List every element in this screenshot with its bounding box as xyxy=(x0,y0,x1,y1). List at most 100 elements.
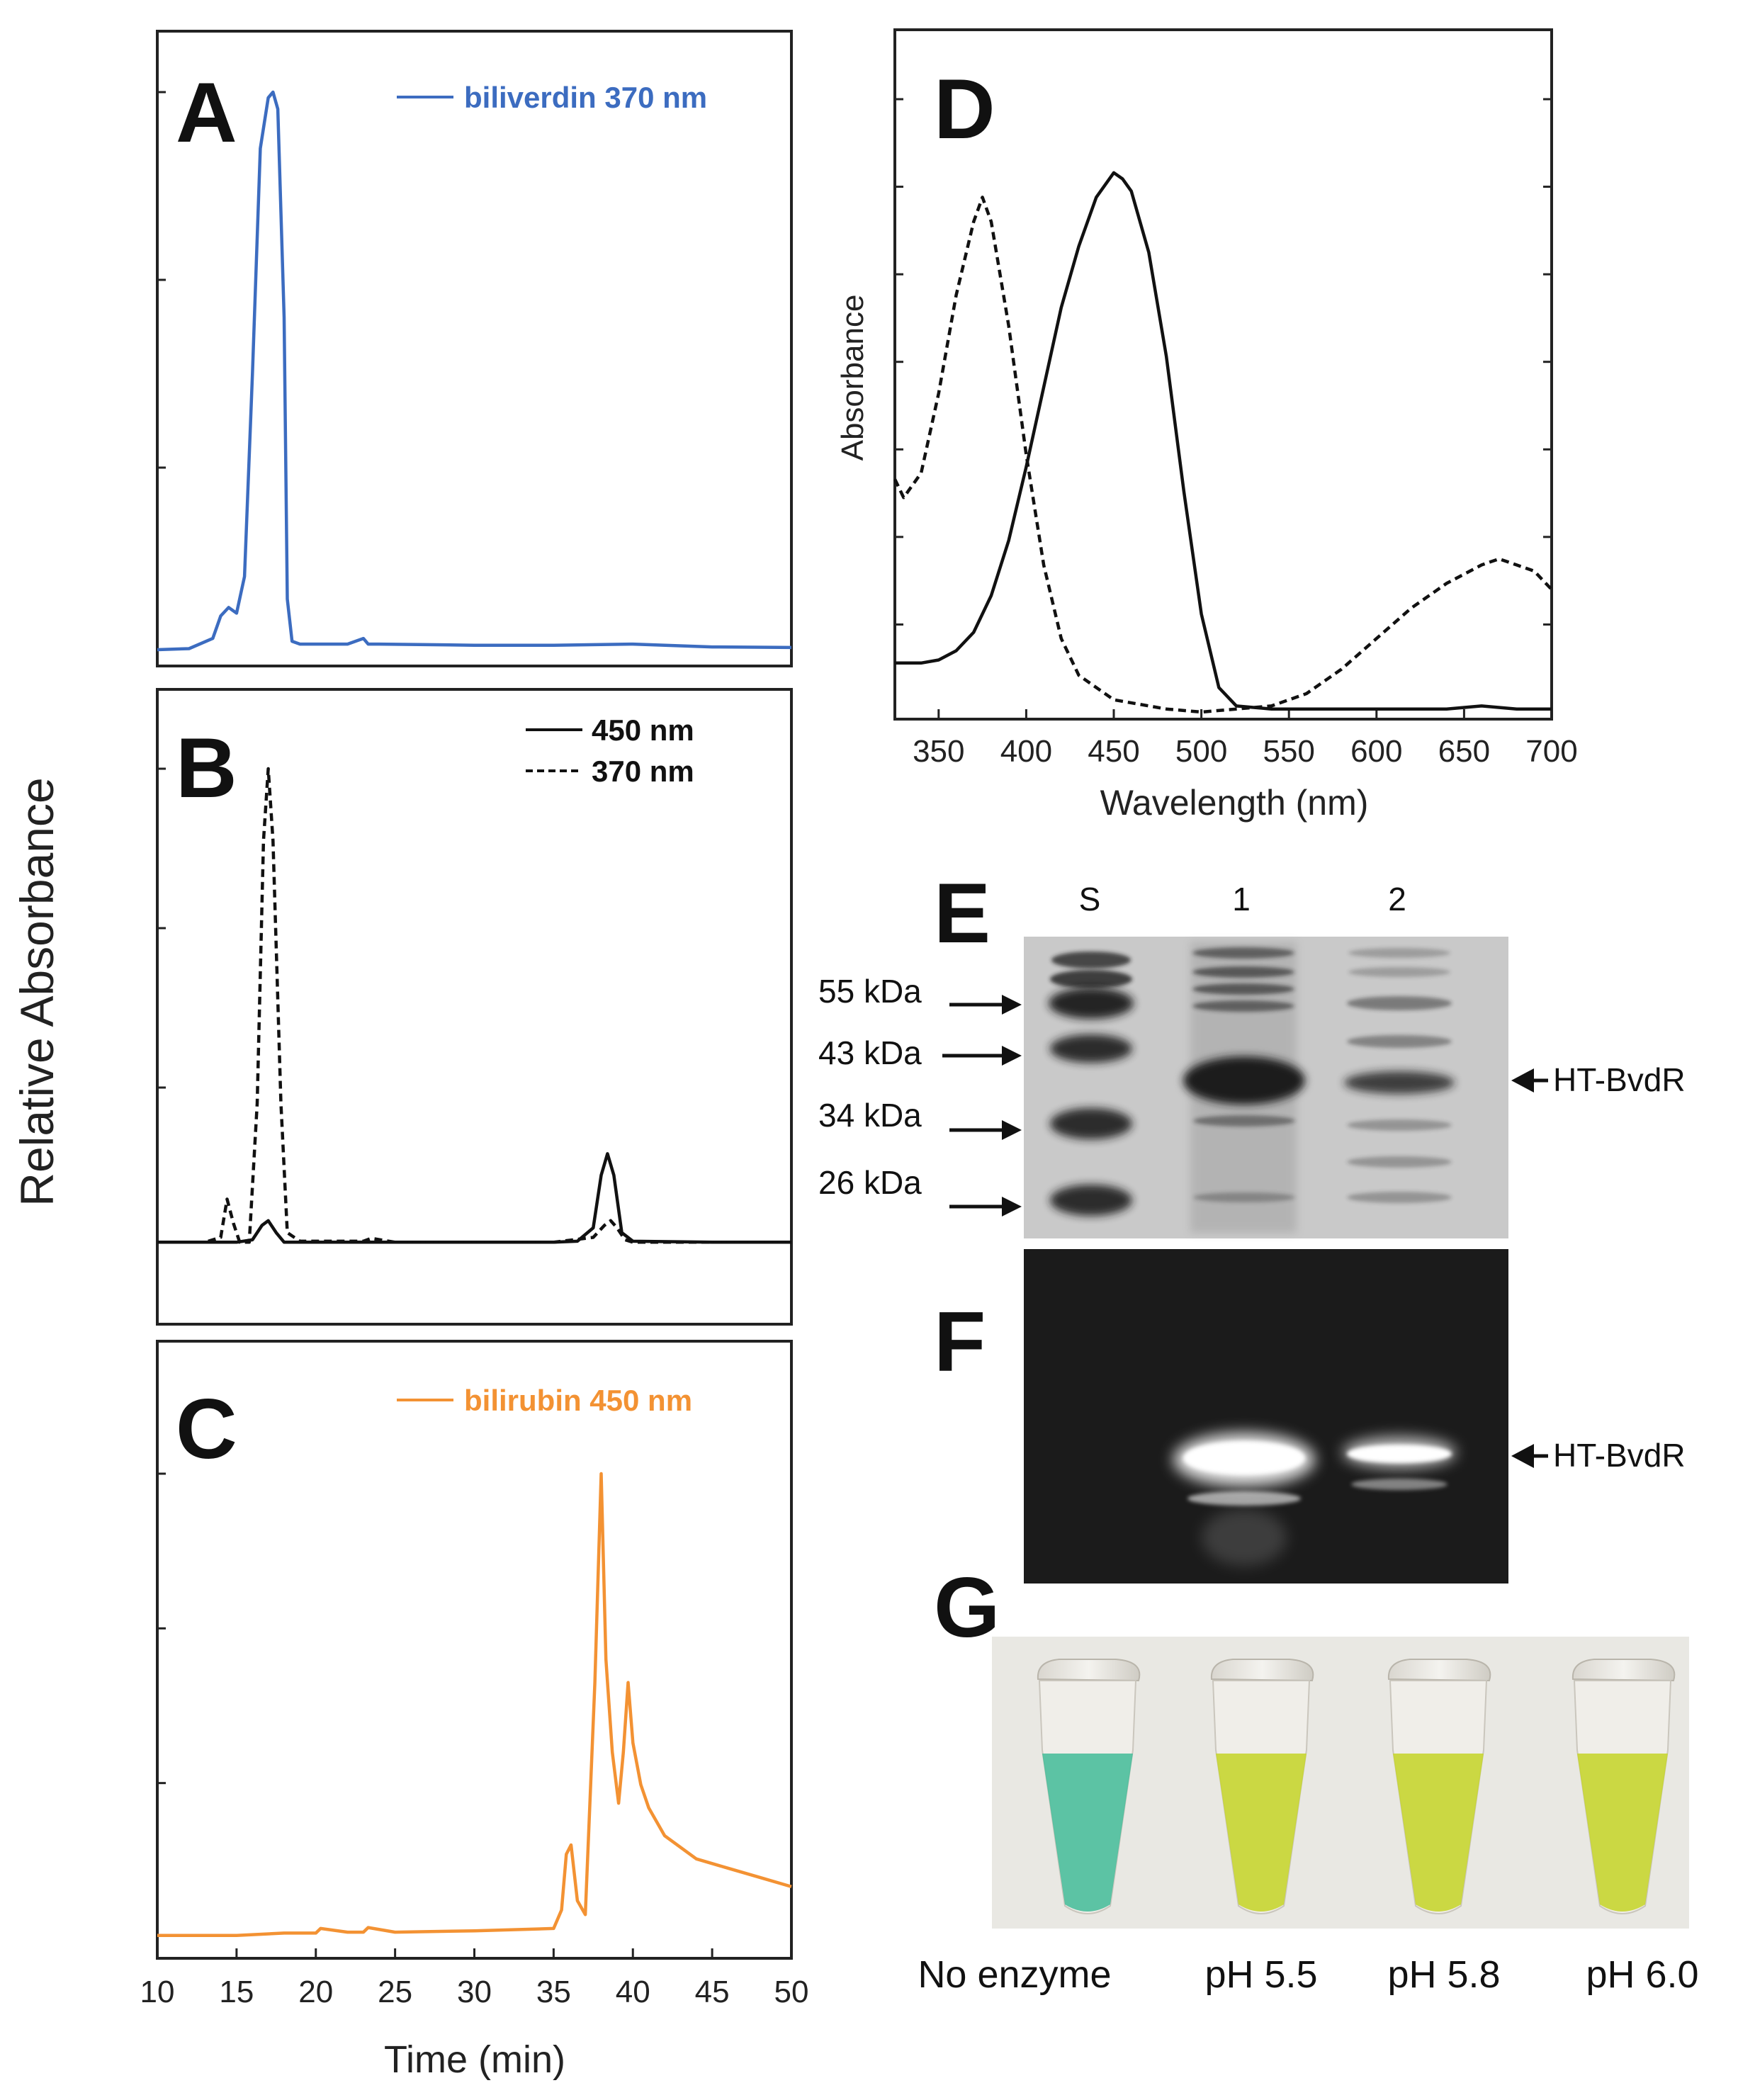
fluor-band-lane1 xyxy=(1183,1441,1305,1475)
panel-a-frame xyxy=(156,30,793,667)
x-tick-label: 450 xyxy=(1088,734,1139,769)
panel-b-series xyxy=(157,767,791,1244)
gel-band xyxy=(1193,1115,1295,1127)
gel-marker-band xyxy=(1049,988,1134,1019)
panel-d-frame xyxy=(893,28,1553,721)
gel-band xyxy=(1192,1000,1294,1012)
gel-marker-band xyxy=(1050,970,1132,988)
panel-a: A biliverdin 370 nm xyxy=(156,30,793,667)
panel-d-y-axis-title: Absorbance xyxy=(835,295,870,461)
x-tick-label: 50 xyxy=(774,1975,809,2009)
gel-marker-label-55: 55 kDa xyxy=(818,973,922,1010)
panel-b-letter: B xyxy=(176,721,237,815)
series-line-b-1 xyxy=(157,767,791,1244)
tube-label-ph55: pH 5.5 xyxy=(1204,1953,1317,1996)
gel-band xyxy=(1347,1035,1452,1048)
panel-e-letter: E xyxy=(934,866,991,961)
tube-label-no-enzyme: No enzyme xyxy=(918,1953,1111,1996)
gel-lane-1 xyxy=(1183,942,1305,1233)
panel-c: 10 15 20 25 30 35 40 45 50 C bilirubin 450 nm Ti… xyxy=(140,1340,809,2081)
x-tick-label: 550 xyxy=(1263,734,1314,769)
gel-band xyxy=(1347,1119,1452,1131)
panel-d-y-ticks xyxy=(895,98,1552,626)
x-tick-label: 25 xyxy=(378,1975,412,2009)
panel-e: E S 1 2 xyxy=(818,866,1686,1238)
series-line-a-0 xyxy=(157,90,792,652)
panel-a-series xyxy=(157,90,792,652)
panel-a-legend-label: biliverdin 370 nm xyxy=(464,81,707,114)
fluor-smear-lane1 xyxy=(1202,1509,1287,1566)
x-tick-label: 10 xyxy=(140,1975,175,2009)
panel-b-frame xyxy=(156,688,793,1326)
fluor-band-pointer-arrow xyxy=(1511,1444,1534,1468)
gel-band xyxy=(1348,967,1450,977)
fluorescence-bands xyxy=(1173,1433,1456,1566)
tubes-group xyxy=(1037,1659,1676,1914)
gel-band xyxy=(1193,1192,1295,1202)
tube-liquid xyxy=(1216,1754,1307,1912)
panel-c-x-axis-title: Time (min) xyxy=(384,2038,565,2081)
gel-marker-arrowhead xyxy=(1002,1197,1022,1216)
shared-y-axis-label: Relative Absorbance xyxy=(11,777,63,1206)
x-tick-label: 30 xyxy=(457,1975,492,2009)
gel-band xyxy=(1192,966,1294,978)
gel-marker-band xyxy=(1050,1185,1132,1216)
x-tick-label: 600 xyxy=(1350,734,1402,769)
gel-band xyxy=(1192,983,1294,995)
panel-f: F HT-BvdR xyxy=(934,1249,1686,1584)
gel-marker-band xyxy=(1050,1034,1132,1063)
gel-lane-label-s: S xyxy=(1079,881,1101,918)
x-tick-label: 400 xyxy=(1000,734,1052,769)
panel-b-legend-dashed-label: 370 nm xyxy=(592,755,694,788)
gel-band xyxy=(1347,996,1452,1010)
gel-marker-band xyxy=(1051,952,1131,969)
tube-cap xyxy=(1210,1659,1314,1682)
x-tick-label: 350 xyxy=(913,734,964,769)
panel-g: G No enzyme pH 5.5 pH 5.8 pH 6.0 xyxy=(918,1560,1698,1996)
panel-c-letter: C xyxy=(176,1382,237,1477)
tube-1 xyxy=(1210,1659,1314,1914)
tube-cap xyxy=(1571,1659,1676,1682)
gel-marker-band xyxy=(1050,1108,1132,1139)
x-tick-label: 35 xyxy=(536,1975,571,2009)
panel-c-x-ticks: 10 15 20 25 30 35 40 45 50 xyxy=(140,1948,809,2009)
panel-d-series xyxy=(893,171,1553,714)
tube-label-ph58: pH 5.8 xyxy=(1387,1953,1500,1996)
gel-marker-label-43: 43 kDa xyxy=(818,1034,922,1071)
gel-marker-label-34: 34 kDa xyxy=(818,1097,922,1134)
gel-band xyxy=(1347,1156,1452,1168)
gel-marker-arrowhead xyxy=(1002,1120,1022,1140)
fluor-band-lane2 xyxy=(1347,1445,1452,1463)
gel-band-ht-bvdr-lane2 xyxy=(1344,1071,1455,1094)
panel-d-x-ticks: 350 400 450 500 550 600 650 700 xyxy=(913,709,1578,769)
panel-c-series xyxy=(157,1472,792,1937)
gel-band-label: HT-BvdR xyxy=(1553,1061,1686,1098)
gel-marker-label-26: 26 kDa xyxy=(818,1164,922,1201)
panel-f-letter: F xyxy=(934,1294,986,1389)
gel-marker-arrowhead xyxy=(1002,1046,1022,1066)
panel-b-legend-solid-label: 450 nm xyxy=(592,713,694,747)
gel-band-ht-bvdr-lane1 xyxy=(1183,1056,1305,1105)
panel-d-x-axis-title: Wavelength (nm) xyxy=(1100,783,1369,823)
x-tick-label: 40 xyxy=(616,1975,650,2009)
tube-2 xyxy=(1387,1659,1491,1914)
series-line-b-0 xyxy=(157,1152,791,1244)
series-line-d-1 xyxy=(893,196,1553,714)
x-tick-label: 15 xyxy=(219,1975,254,2009)
panel-b-y-ticks xyxy=(157,767,166,1089)
panel-d: 350 400 450 500 550 600 650 700 D Wavelength (n… xyxy=(835,28,1578,823)
panel-a-letter: A xyxy=(176,65,237,160)
tube-liquid xyxy=(1577,1754,1668,1912)
tube-label-ph60: pH 6.0 xyxy=(1586,1953,1698,1996)
fluor-band-label: HT-BvdR xyxy=(1553,1437,1686,1474)
gel-marker-lane xyxy=(1049,952,1134,1216)
x-tick-label: 500 xyxy=(1175,734,1227,769)
tube-0 xyxy=(1037,1659,1141,1914)
x-tick-label: 45 xyxy=(695,1975,730,2009)
gel-marker-arrowhead xyxy=(1002,995,1022,1015)
x-tick-label: 650 xyxy=(1438,734,1490,769)
tube-liquid xyxy=(1393,1754,1484,1912)
tube-cap xyxy=(1387,1659,1491,1682)
gel-lane-label-2: 2 xyxy=(1388,881,1406,918)
